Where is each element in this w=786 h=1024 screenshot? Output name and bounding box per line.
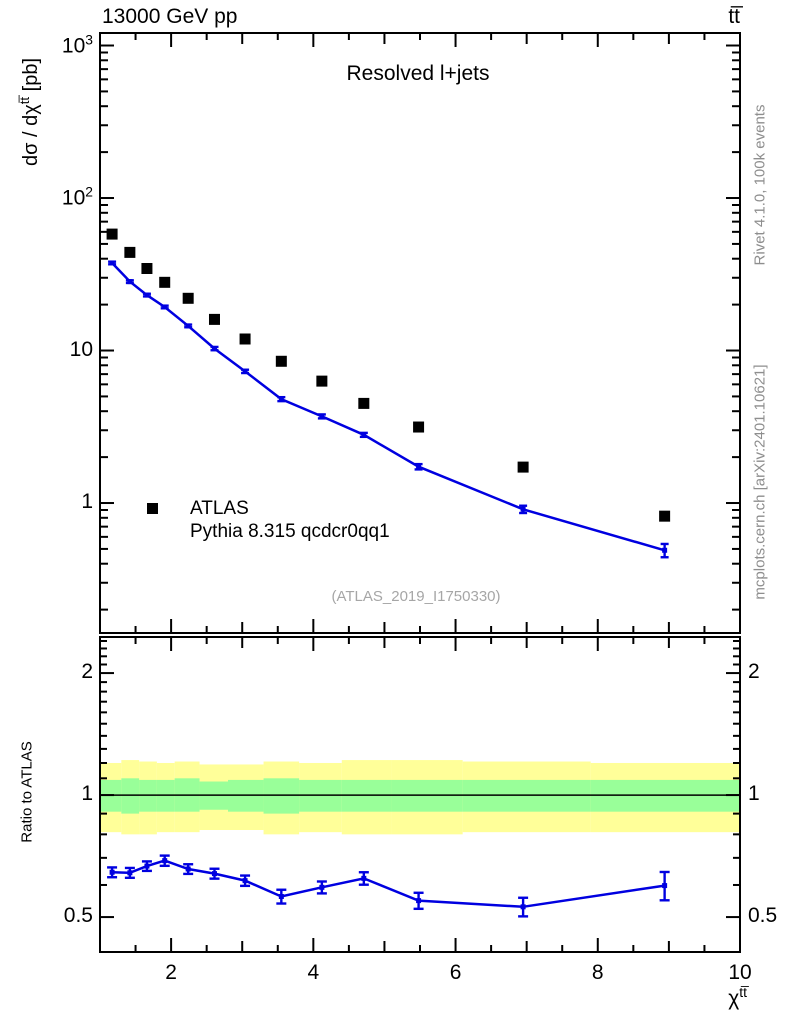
main-y-tick-label: 103 — [61, 30, 93, 57]
y-axis-title-units: [pb] — [19, 57, 42, 97]
atlas-data-point — [182, 292, 194, 304]
x-tick-label: 10 — [728, 961, 752, 984]
mc-curve-group — [108, 260, 669, 559]
x-tick-label: 2 — [165, 961, 177, 984]
ratio-y-tick-label-left: 2 — [81, 660, 93, 684]
atlas-data-point — [141, 262, 153, 274]
atlas-data-point — [106, 228, 118, 240]
y-axis-title-text: dσ / dχ — [19, 104, 42, 167]
x-tick-label: 6 — [449, 961, 462, 984]
ratio-y-tick-label-right: 1 — [748, 782, 760, 806]
x-axis-title-sup: tt̅ — [739, 984, 747, 1000]
atlas-data-point — [659, 510, 671, 522]
atlas-data-point — [124, 246, 136, 258]
atlas-data-point — [413, 421, 425, 433]
ratio-y-tick-label-left: 0.5 — [63, 904, 93, 928]
atlas-data-point — [517, 461, 529, 473]
ratio-curve-group — [107, 854, 670, 918]
ratio-y-tick-label-right: 0.5 — [748, 904, 778, 928]
main-y-tick-label: 102 — [61, 183, 93, 210]
main-y-tick-label: 10 — [69, 337, 93, 361]
x-tick-label: 8 — [591, 961, 604, 984]
x-axis-title-text: χ — [728, 987, 740, 1010]
axis-ticks — [100, 33, 740, 952]
atlas-data-point — [358, 397, 370, 409]
ratio-axis-title: Ratio to ATLAS — [18, 741, 36, 843]
beam-energy-label: 13000 GeV pp — [102, 5, 238, 28]
x-axis-title: χtt̅ — [728, 984, 747, 1011]
rivet-version-note: Rivet 4.1.0, 100k events — [751, 104, 769, 266]
mcplots-reference-note: mcplots.cern.ch [arXiv:2401.10621] — [751, 364, 769, 600]
atlas-data-point — [316, 375, 328, 387]
atlas-data-point — [208, 313, 220, 325]
main-y-tick-label: 1 — [81, 490, 93, 514]
ratio-y-tick-label-left: 1 — [81, 782, 93, 806]
plot-title: Resolved l+jets — [346, 62, 490, 85]
process-label: tt̅ — [728, 5, 740, 28]
analysis-watermark: (ATLAS_2019_I1750330) — [331, 588, 501, 605]
atlas-points-group — [106, 228, 671, 522]
legend-label-atlas: ATLAS — [190, 498, 249, 519]
atlas-legend-marker-icon — [147, 503, 158, 514]
ratio-y-tick-label-right: 2 — [748, 660, 760, 684]
atlas-data-point — [159, 276, 171, 288]
y-axis-title: dσ / dχtt̅ [pb] — [17, 58, 43, 166]
legend-label-pythia: Pythia 8.315 qcdcr0qq1 — [190, 521, 390, 542]
atlas-data-point — [275, 355, 287, 367]
x-tick-label: 4 — [307, 961, 320, 984]
uncertainty-bands-group — [100, 760, 740, 835]
pythia-legend-line-icon — [129, 530, 181, 533]
atlas-data-point — [239, 333, 251, 345]
y-axis-title-sup: tt̅ — [17, 96, 33, 105]
